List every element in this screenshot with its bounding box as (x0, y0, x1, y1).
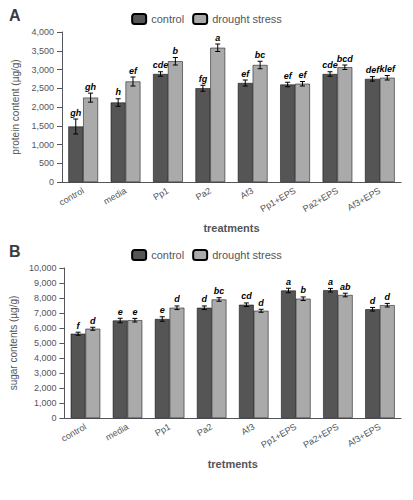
svg-text:B: B (9, 243, 21, 260)
svg-text:3,000: 3,000 (34, 368, 57, 378)
svg-text:bc: bc (255, 50, 266, 60)
svg-text:a: a (328, 277, 333, 287)
svg-text:d: d (202, 294, 208, 304)
svg-text:0: 0 (49, 177, 54, 187)
svg-text:a: a (215, 33, 220, 43)
svg-text:Pp1: Pp1 (153, 422, 172, 439)
svg-text:media: media (102, 186, 128, 207)
svg-text:A: A (9, 7, 21, 24)
svg-text:1,500: 1,500 (31, 121, 54, 131)
svg-text:5,000: 5,000 (34, 338, 57, 348)
svg-text:3,000: 3,000 (31, 65, 54, 75)
svg-text:Pa2+EPS: Pa2+EPS (301, 186, 340, 214)
svg-text:gh: gh (69, 108, 81, 118)
svg-text:7,000: 7,000 (34, 308, 57, 318)
svg-text:klef: klef (379, 64, 396, 74)
svg-text:Pa2+EPS: Pa2+EPS (301, 422, 340, 450)
svg-text:1,000: 1,000 (31, 140, 54, 150)
svg-text:bcd: bcd (337, 54, 354, 64)
svg-text:ef: ef (298, 70, 307, 80)
svg-text:b: b (173, 46, 179, 56)
svg-text:protein content (µg/g): protein content (µg/g) (10, 59, 21, 154)
svg-text:ef: ef (129, 66, 138, 76)
svg-text:gh: gh (84, 82, 96, 92)
svg-text:treatments: treatments (203, 222, 259, 234)
svg-text:Af3: Af3 (240, 422, 257, 437)
svg-text:8,000: 8,000 (34, 293, 57, 303)
svg-text:e: e (132, 307, 137, 317)
svg-text:b: b (300, 285, 306, 295)
svg-text:d: d (90, 316, 96, 326)
svg-text:control: control (151, 249, 184, 261)
svg-text:tretments: tretments (208, 458, 258, 470)
svg-text:control: control (151, 13, 184, 25)
svg-text:media: media (104, 422, 130, 443)
svg-text:a: a (286, 277, 291, 287)
svg-text:bc: bc (214, 286, 225, 296)
svg-text:h: h (115, 87, 121, 97)
svg-text:6,000: 6,000 (34, 323, 57, 333)
svg-text:4,000: 4,000 (31, 27, 54, 37)
svg-text:Pp1+EPS: Pp1+EPS (259, 186, 298, 214)
svg-text:d: d (258, 298, 264, 308)
svg-text:sugar contents (µg/g): sugar contents (µg/g) (8, 296, 19, 391)
svg-text:d: d (385, 292, 391, 302)
svg-text:ef: ef (241, 69, 250, 79)
svg-text:Pa2: Pa2 (195, 422, 214, 439)
svg-text:Af3+EPS: Af3+EPS (346, 186, 383, 213)
svg-text:control: control (57, 186, 85, 208)
svg-text:d: d (370, 296, 376, 306)
svg-text:4,000: 4,000 (34, 353, 57, 363)
svg-text:d: d (174, 294, 180, 304)
svg-text:ef: ef (284, 71, 293, 81)
svg-text:2,000: 2,000 (31, 102, 54, 112)
svg-text:Pp1+EPS: Pp1+EPS (259, 422, 298, 450)
svg-text:drought stress: drought stress (212, 13, 282, 25)
svg-text:3,500: 3,500 (31, 46, 54, 56)
svg-text:10,000: 10,000 (29, 263, 57, 273)
svg-text:9,000: 9,000 (34, 278, 57, 288)
svg-text:0: 0 (51, 413, 56, 423)
svg-text:cde: cde (322, 60, 338, 70)
svg-text:Af3+EPS: Af3+EPS (346, 422, 383, 449)
svg-text:Pa2: Pa2 (194, 186, 213, 203)
svg-text:def: def (366, 65, 381, 75)
svg-text:2,000: 2,000 (34, 383, 57, 393)
svg-text:drought stress: drought stress (212, 249, 282, 261)
svg-text:fg: fg (199, 74, 208, 84)
svg-text:2,500: 2,500 (31, 83, 54, 93)
svg-text:e: e (160, 305, 165, 315)
svg-text:cde: cde (153, 60, 169, 70)
svg-text:control: control (60, 422, 88, 444)
svg-text:cd: cd (241, 291, 252, 301)
svg-text:e: e (118, 307, 123, 317)
svg-text:ab: ab (340, 282, 351, 292)
svg-text:Pp1: Pp1 (152, 186, 171, 203)
svg-text:f: f (77, 321, 81, 331)
svg-text:1,000: 1,000 (34, 398, 57, 408)
svg-text:Af3: Af3 (238, 186, 255, 201)
svg-text:500: 500 (39, 158, 54, 168)
